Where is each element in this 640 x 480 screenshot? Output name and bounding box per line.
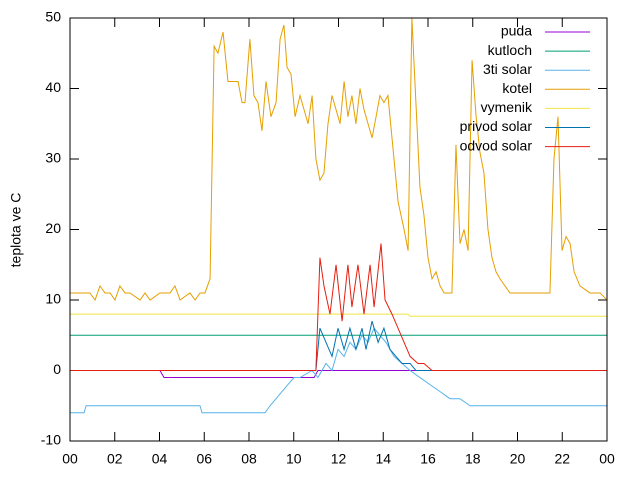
x-tick-label: 10 — [286, 451, 302, 467]
y-axis-label: teplota ve C — [8, 193, 24, 268]
legend-label: odvod solar — [460, 137, 533, 153]
series-line — [70, 243, 607, 371]
x-tick-label: 14 — [375, 451, 391, 467]
legend-label: vymenik — [481, 99, 533, 115]
y-tick-label: 20 — [45, 220, 61, 236]
legend-label: kutloch — [488, 42, 532, 58]
x-tick-label: 00 — [599, 451, 615, 467]
x-tick-label: 06 — [196, 451, 212, 467]
plot-border — [69, 17, 608, 442]
legend-label: kotel — [502, 80, 532, 96]
series-line — [159, 370, 607, 379]
y-tick-label: -10 — [41, 432, 61, 448]
series-line — [315, 321, 607, 371]
x-tick-label: 16 — [420, 451, 436, 467]
y-tick-label: 10 — [45, 291, 61, 307]
x-tick-label: 04 — [152, 451, 168, 467]
legend-label: 3ti solar — [483, 61, 532, 77]
legend-label: privod solar — [460, 118, 533, 134]
x-tick-label: 18 — [465, 451, 481, 467]
series-line — [70, 327, 607, 414]
x-tick-label: 00 — [62, 451, 78, 467]
x-tick-label: 12 — [331, 451, 347, 467]
x-tick-label: 20 — [510, 451, 526, 467]
x-tick-label: 22 — [554, 451, 570, 467]
y-tick-label: 50 — [45, 9, 61, 25]
legend-label: puda — [501, 23, 532, 39]
y-tick-label: 40 — [45, 79, 61, 95]
x-tick-label: 02 — [107, 451, 123, 467]
x-tick-label: 08 — [241, 451, 257, 467]
y-tick-label: 30 — [45, 150, 61, 166]
series-line — [70, 313, 607, 317]
y-tick-label: 0 — [53, 361, 61, 377]
series-line — [70, 17, 608, 302]
